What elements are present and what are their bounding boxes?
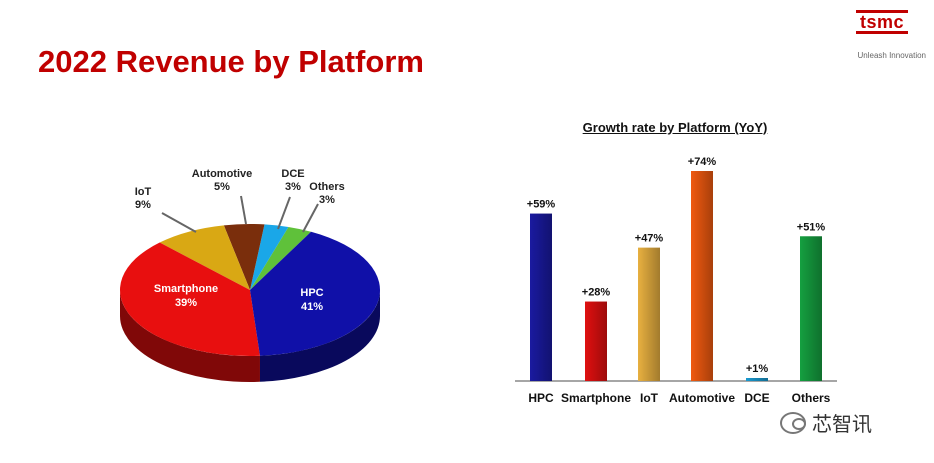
bar-others: [800, 236, 822, 381]
pie-leader-others: [302, 203, 319, 233]
logo-tagline: Unleash Innovation: [857, 51, 927, 60]
bar-value-others: +51%: [797, 221, 826, 233]
pie-slice-smartphone: [120, 242, 260, 357]
bar-value-iot: +47%: [635, 233, 664, 245]
pie-leader-dce: [277, 196, 291, 230]
bar-value-dce: +1%: [746, 363, 769, 375]
growth-chart-title: Growth rate by Platform (YoY): [582, 120, 768, 135]
bar-category-automotive: Automotive: [669, 391, 735, 405]
bar-iot: [638, 247, 660, 381]
pie-value-others: 3%: [319, 194, 335, 206]
pie-label-automotive: Automotive: [192, 168, 253, 180]
bar-value-automotive: +74%: [688, 156, 717, 168]
pie-slice-hpc: [250, 231, 380, 356]
revenue-pie-chart: Others3%DCE3%Automotive5%IoT9%Smartphone…: [120, 168, 380, 382]
watermark-text: 芯智讯: [812, 412, 872, 436]
pie-label-iot: IoT: [135, 186, 152, 198]
pie-value-iot: 9%: [135, 199, 151, 211]
bar-category-iot: IoT: [640, 391, 659, 405]
bar-hpc: [530, 213, 552, 381]
logo-mark: tsmc: [855, 10, 909, 34]
pie-value-automotive: 5%: [214, 181, 230, 193]
pie-slice-others: [250, 226, 312, 290]
tsmc-logo: tsmc Unleash Innovation: [836, 6, 928, 62]
pie-slice-automotive: [223, 224, 265, 290]
pie-label-dce: DCE: [281, 168, 304, 180]
wechat-icon: [780, 411, 806, 434]
pie-value-smartphone: 39%: [175, 297, 197, 309]
pie-label-hpc: HPC: [300, 287, 323, 299]
pie-label-smartphone: Smartphone: [154, 283, 218, 295]
watermark: 芯智讯: [780, 408, 872, 437]
page-title: 2022 Revenue by Platform: [38, 44, 424, 79]
pie-value-dce: 3%: [285, 181, 301, 193]
bar-automotive: [691, 171, 713, 381]
pie-label-others: Others: [309, 181, 344, 193]
bar-category-hpc: HPC: [528, 391, 554, 405]
pie-value-hpc: 41%: [301, 301, 323, 313]
pie-leader-iot: [161, 212, 197, 233]
pie-side-hpc: [259, 290, 380, 382]
pie-side-smartphone: [120, 290, 260, 382]
bar-category-dce: DCE: [744, 391, 769, 405]
bar-value-hpc: +59%: [527, 199, 556, 211]
bar-category-smartphone: Smartphone: [561, 391, 631, 405]
bar-dce: [746, 378, 768, 381]
pie-slice-iot: [159, 225, 250, 290]
bar-value-smartphone: +28%: [582, 287, 611, 299]
bar-smartphone: [585, 301, 607, 381]
bar-category-others: Others: [792, 391, 831, 405]
pie-slice-dce: [250, 224, 289, 290]
pie-leader-automotive: [240, 195, 247, 225]
